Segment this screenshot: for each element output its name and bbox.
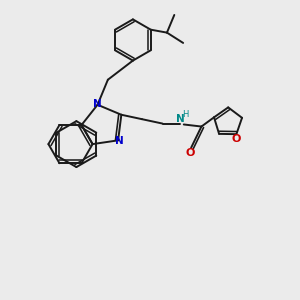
Text: N: N <box>176 115 185 124</box>
Text: N: N <box>115 136 124 146</box>
Text: O: O <box>232 134 241 145</box>
Text: N: N <box>94 99 102 109</box>
Text: H: H <box>182 110 189 119</box>
Text: O: O <box>186 148 195 158</box>
